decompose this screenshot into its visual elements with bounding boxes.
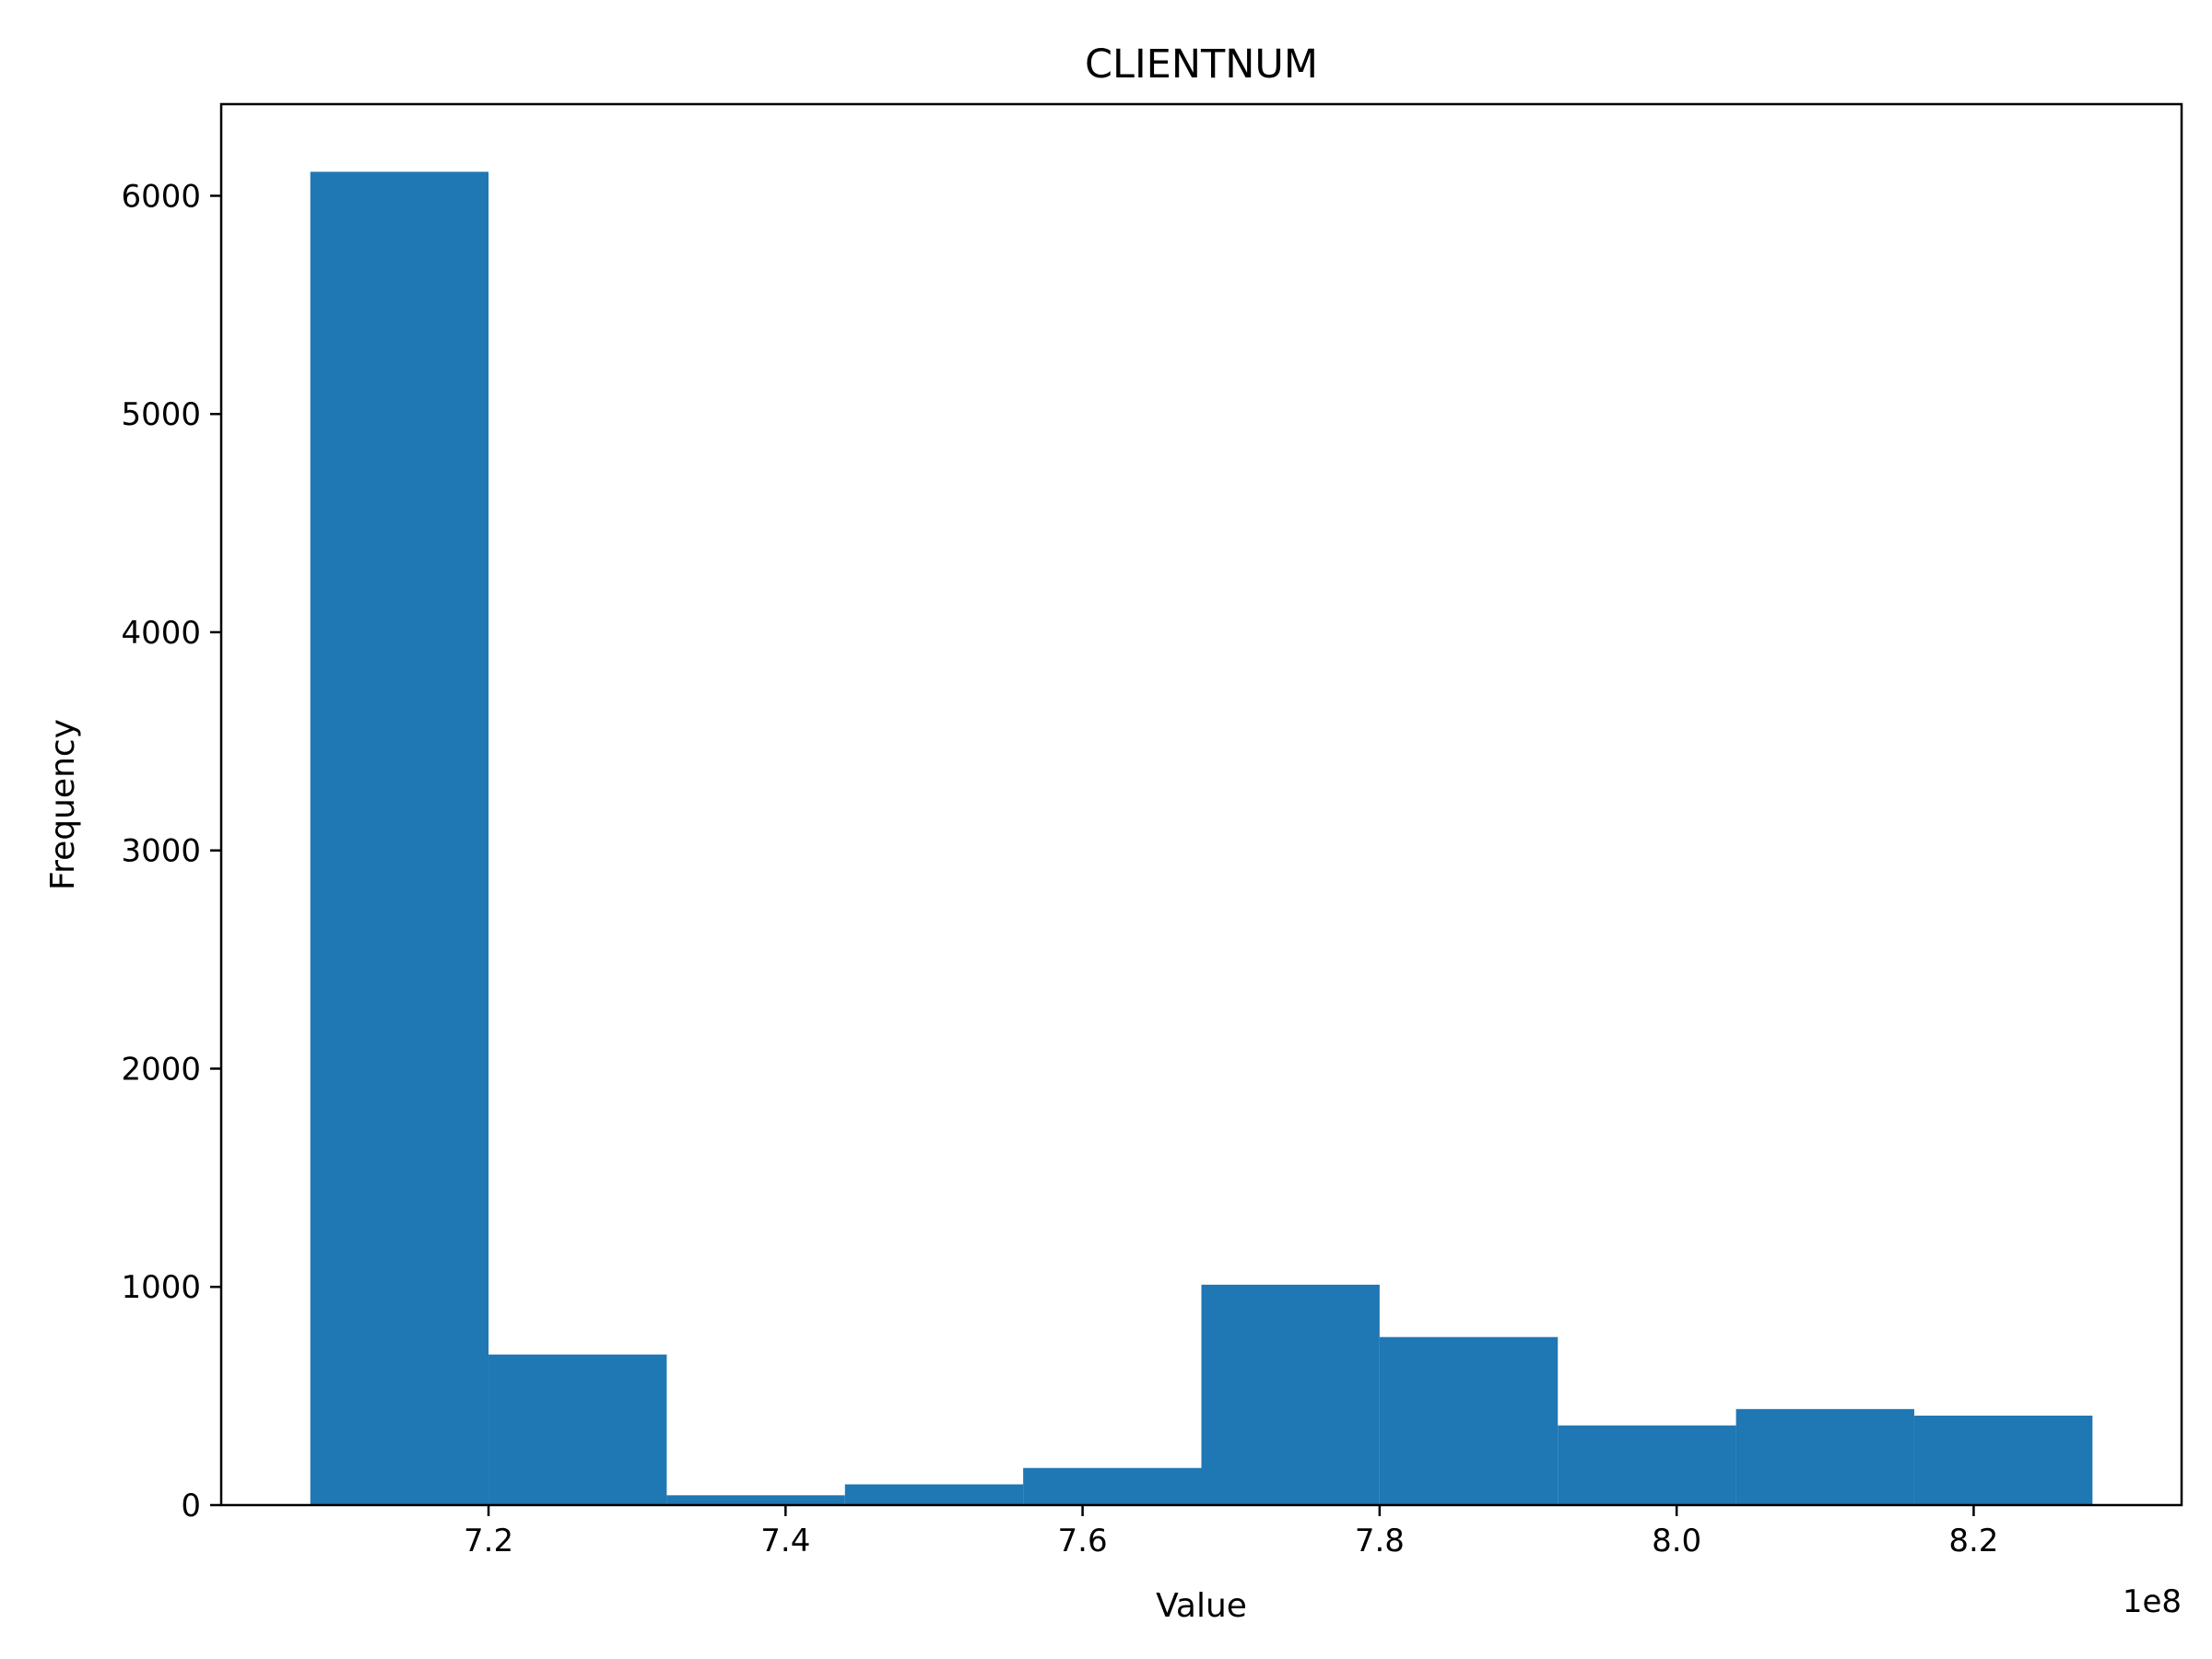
x-axis-label: Value	[1156, 1587, 1247, 1625]
x-tick-label-1: 7.2	[464, 1523, 513, 1559]
y-tick-label-3: 2000	[121, 1051, 201, 1088]
x-axis-offset-label: 1e8	[2123, 1583, 2182, 1620]
histogram-bar-10	[1913, 1415, 2093, 1505]
histogram-bar-8	[1558, 1425, 1736, 1505]
histogram-bar-7	[1379, 1336, 1559, 1505]
histogram-bar-2	[488, 1354, 667, 1505]
y-tick-label-6: 5000	[121, 396, 201, 433]
plot-frame	[219, 102, 2183, 1507]
bars-group	[310, 171, 2093, 1506]
y-tick-label-1: 0	[181, 1488, 201, 1524]
y-axis-ticks: 0 1000 2000 3000 4000 5000 6000	[121, 178, 221, 1524]
x-tick-label-5: 8.0	[1652, 1523, 1701, 1559]
x-tick-label-6: 8.2	[1948, 1523, 1998, 1559]
histogram-bar-1	[310, 171, 489, 1506]
y-axis-label: Frequency	[44, 719, 82, 890]
y-tick-label-2: 1000	[121, 1269, 201, 1306]
histogram-bar-4	[844, 1484, 1024, 1505]
x-tick-label-3: 7.6	[1058, 1523, 1108, 1559]
histogram-bar-5	[1023, 1467, 1202, 1505]
histogram-bar-6	[1201, 1284, 1380, 1505]
histogram-bar-3	[666, 1495, 845, 1505]
x-tick-label-4: 7.8	[1355, 1523, 1405, 1559]
y-tick-label-4: 3000	[121, 833, 201, 870]
x-axis-ticks: 7.2 7.4 7.6 7.8 8.0 8.2	[464, 1505, 1998, 1559]
y-tick-label-7: 6000	[121, 178, 201, 215]
chart-title: CLIENTNUM	[1085, 41, 1318, 88]
x-tick-label-2: 7.4	[760, 1523, 810, 1559]
histogram-bar-9	[1735, 1408, 1914, 1505]
y-tick-label-5: 4000	[121, 615, 201, 652]
